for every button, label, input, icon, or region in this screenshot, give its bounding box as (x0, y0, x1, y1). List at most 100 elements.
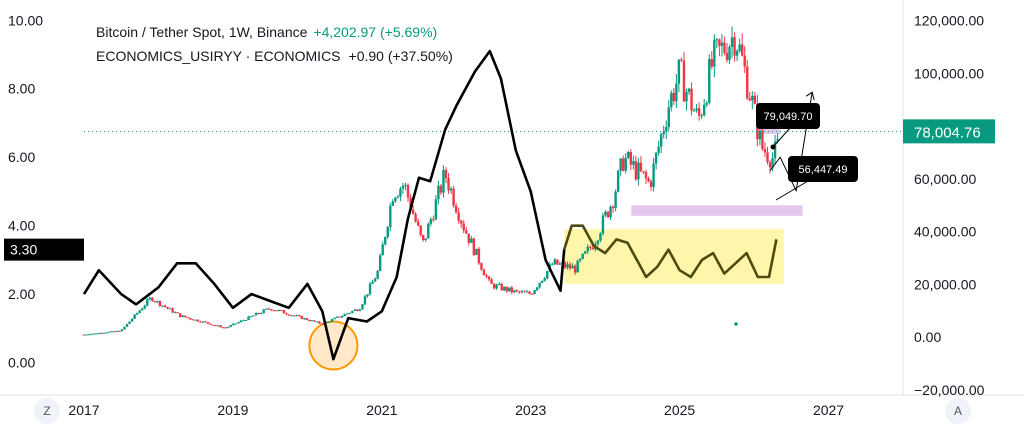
candle-body (303, 318, 306, 320)
candle-body (710, 59, 714, 67)
left-current-label-box (4, 238, 84, 261)
candle-body (404, 184, 407, 186)
candle-body (776, 139, 779, 142)
candle-body (176, 312, 179, 314)
right-axis-tick: −20,000.00 (914, 382, 985, 398)
candle-body (401, 185, 405, 189)
x-axis-tick: 2027 (813, 402, 844, 418)
candle-body (371, 281, 374, 284)
candle-body (530, 293, 534, 295)
candle-body (447, 178, 450, 191)
candle-body (556, 259, 559, 265)
btc-candles (82, 26, 779, 336)
price-callout-box (756, 103, 820, 129)
candle-body (452, 188, 455, 206)
candle-body (219, 325, 222, 328)
candle-body (540, 280, 544, 283)
candle-body (110, 331, 114, 333)
candle-body (381, 244, 384, 256)
candle-body (492, 283, 496, 289)
candle-body (361, 304, 364, 310)
timezone-button[interactable]: Z (34, 398, 60, 424)
candle-body (515, 290, 519, 292)
main-legend[interactable]: Bitcoin / Tether Spot, 1W, Binance +4,202… (96, 24, 437, 40)
candle-body (85, 334, 88, 336)
candle-body (449, 188, 453, 191)
candle-body (753, 95, 757, 104)
candle-body (553, 259, 557, 265)
candle-body (376, 270, 379, 279)
candle-body (368, 283, 372, 295)
candle-body (713, 39, 716, 67)
candle-body (659, 134, 663, 147)
candle-body (584, 251, 587, 254)
candle-body (639, 162, 643, 172)
candle-body (733, 37, 736, 56)
candle-body (135, 312, 139, 315)
right-axis-tick: 40,000.00 (914, 224, 976, 240)
candle-body (472, 238, 476, 255)
stray-dot (734, 322, 738, 326)
candle-body (97, 332, 101, 334)
candle-body (692, 110, 696, 112)
candle-body (543, 278, 546, 281)
candle-body (566, 264, 569, 268)
candle-body (287, 314, 291, 316)
candle-body (723, 42, 726, 53)
candle-body (325, 321, 329, 323)
candle-body (153, 301, 157, 303)
candle-body (730, 37, 734, 48)
overlay-legend-title: ECONOMICS_USIRYY · ECONOMICS (96, 48, 341, 64)
candle-body (429, 219, 433, 224)
candle-body (624, 157, 627, 171)
price-callout-box (788, 156, 858, 182)
candle-body (533, 290, 536, 295)
candle-body (315, 321, 319, 323)
candle-body (120, 329, 124, 332)
candle-body (432, 219, 435, 221)
candle-body (123, 326, 126, 330)
callout-connector (775, 180, 809, 201)
candle-body (308, 320, 311, 322)
candle-body (272, 310, 276, 312)
left-axis-tick: 6.00 (8, 149, 35, 165)
candle-body (343, 314, 346, 317)
candle-body (422, 234, 425, 241)
candle-body (528, 291, 531, 294)
candle-body (275, 310, 278, 312)
candle-body (282, 310, 286, 314)
auto-scale-button[interactable]: A (945, 398, 971, 424)
candle-body (546, 271, 549, 279)
candle-body (768, 162, 772, 168)
overlay-legend[interactable]: ECONOMICS_USIRYY · ECONOMICS +0.90 (+37.5… (96, 48, 453, 64)
candle-body (761, 130, 764, 150)
candle-body (125, 323, 129, 327)
candle-body (771, 158, 774, 168)
candle-body (378, 255, 382, 271)
candle-body (113, 331, 116, 333)
candle-body (224, 327, 227, 329)
candle-body (373, 278, 377, 282)
candle-body (292, 315, 296, 317)
zone-purple-resistance (760, 126, 781, 135)
candle-body (632, 161, 635, 165)
chart-axes: 10.00 8.00 6.00 4.00 2.00 0.00 3.30 120,000.00 1… (4, 12, 995, 418)
left-current-label: 3.30 (10, 242, 37, 258)
candle-body (748, 98, 751, 101)
candle-body (685, 91, 688, 102)
candle-body (558, 263, 562, 265)
candle-body (128, 321, 131, 324)
candle-body (346, 313, 349, 315)
candle-body (459, 220, 463, 224)
candle-body (637, 162, 640, 180)
candle-body (462, 223, 465, 231)
candle-body (746, 66, 749, 99)
candle-body (700, 115, 703, 117)
candle-body (571, 265, 574, 269)
candle-body (95, 333, 98, 335)
candle-body (351, 310, 354, 313)
candle-body (305, 318, 308, 321)
candle-body (728, 47, 731, 61)
candle-body (576, 260, 579, 273)
